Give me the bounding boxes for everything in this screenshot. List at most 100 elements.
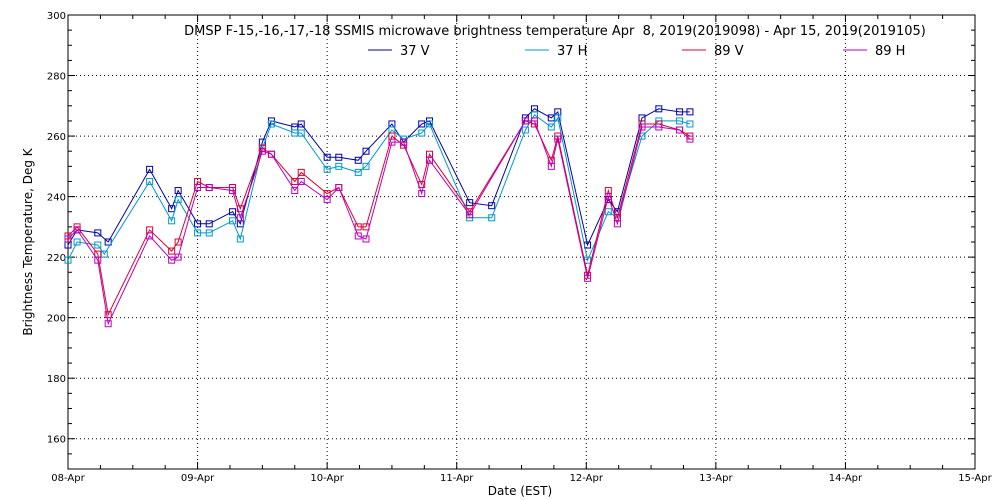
series-line xyxy=(67,120,691,326)
data-point xyxy=(388,138,396,146)
data-point xyxy=(267,150,275,158)
data-point xyxy=(267,120,275,128)
data-point xyxy=(638,123,646,131)
data-point xyxy=(73,238,81,246)
data-series xyxy=(64,105,694,328)
data-point xyxy=(194,220,202,228)
data-point xyxy=(146,177,154,185)
data-point xyxy=(655,105,663,113)
data-point xyxy=(205,229,213,237)
data-point xyxy=(686,108,694,116)
data-point xyxy=(323,165,331,173)
data-point xyxy=(466,199,474,207)
chart-title: DMSP F-15,-16,-17,-18 SSMIS microwave br… xyxy=(184,24,926,39)
axes: 08-Apr 09-Apr 10-Apr 11-Apr 12-Apr 13-Apr 14-A… xyxy=(47,11,993,484)
data-point xyxy=(547,162,555,170)
data-point xyxy=(94,241,102,249)
data-point xyxy=(362,235,370,243)
y-tick-label: 180 xyxy=(47,374,66,385)
series-37-h xyxy=(64,111,694,264)
data-point xyxy=(426,120,434,128)
data-point xyxy=(229,208,237,216)
x-tick-label: 14-Apr xyxy=(829,473,863,484)
data-point xyxy=(205,220,213,228)
data-point xyxy=(174,196,182,204)
grid xyxy=(68,15,975,469)
legend: 37 V 37 H 89 V 89 H xyxy=(368,44,905,59)
data-point xyxy=(174,187,182,195)
data-point xyxy=(400,138,408,146)
data-point xyxy=(323,153,331,161)
plot-area-frame xyxy=(67,14,976,470)
data-point xyxy=(584,274,592,282)
y-tick-label: 160 xyxy=(47,435,66,446)
series-89-h xyxy=(64,117,694,328)
x-tick-label: 09-Apr xyxy=(181,473,215,484)
data-point xyxy=(174,253,182,261)
data-point xyxy=(205,184,213,192)
data-point xyxy=(354,168,362,176)
data-point xyxy=(297,129,305,137)
data-point xyxy=(354,156,362,164)
data-point xyxy=(323,196,331,204)
data-point xyxy=(554,135,562,143)
data-point xyxy=(604,193,612,201)
data-point xyxy=(686,135,694,143)
data-point xyxy=(94,229,102,237)
data-point xyxy=(362,162,370,170)
data-point xyxy=(64,235,72,243)
data-point xyxy=(104,238,112,246)
x-tick-label: 15-Apr xyxy=(958,473,992,484)
y-tick-label: 220 xyxy=(47,253,66,264)
data-point xyxy=(297,168,305,176)
data-point xyxy=(104,320,112,328)
data-point xyxy=(258,147,266,155)
data-point xyxy=(530,117,538,125)
legend-label: 89 V xyxy=(714,44,744,59)
data-point xyxy=(335,153,343,161)
data-point xyxy=(335,184,343,192)
data-point xyxy=(521,126,529,134)
x-axis-label: Date (EST) xyxy=(488,484,552,498)
data-point xyxy=(604,208,612,216)
data-point xyxy=(73,226,81,234)
data-point xyxy=(297,120,305,128)
data-point xyxy=(236,214,244,222)
data-point xyxy=(236,235,244,243)
data-point xyxy=(229,217,237,225)
x-tick-label: 12-Apr xyxy=(570,473,604,484)
data-point xyxy=(291,187,299,195)
data-point xyxy=(547,123,555,131)
data-point xyxy=(94,256,102,264)
y-tick-label: 280 xyxy=(47,72,66,83)
data-point xyxy=(168,205,176,213)
x-tick-label: 13-Apr xyxy=(699,473,733,484)
data-point xyxy=(168,217,176,225)
data-point xyxy=(168,247,176,255)
legend-label: 37 H xyxy=(557,44,587,59)
data-point xyxy=(335,162,343,170)
data-point xyxy=(229,187,237,195)
data-point xyxy=(655,123,663,131)
data-point xyxy=(686,120,694,128)
series-line xyxy=(67,114,691,262)
data-point xyxy=(104,311,112,319)
legend-label: 37 V xyxy=(400,44,430,59)
data-point xyxy=(426,156,434,164)
y-tick-label: 200 xyxy=(47,314,66,325)
series-37-v xyxy=(64,105,694,249)
data-point xyxy=(64,256,72,264)
y-axis-label: Brightness Temperature, Deg K xyxy=(21,147,35,335)
y-tick-label: 260 xyxy=(47,132,66,143)
data-point xyxy=(194,184,202,192)
data-point xyxy=(466,211,474,219)
data-point xyxy=(354,223,362,231)
data-point xyxy=(146,165,154,173)
data-point xyxy=(362,147,370,155)
legend-label: 89 H xyxy=(875,44,905,59)
data-point xyxy=(554,114,562,122)
data-point xyxy=(194,229,202,237)
y-tick-label: 300 xyxy=(47,11,66,22)
data-point xyxy=(521,117,529,125)
